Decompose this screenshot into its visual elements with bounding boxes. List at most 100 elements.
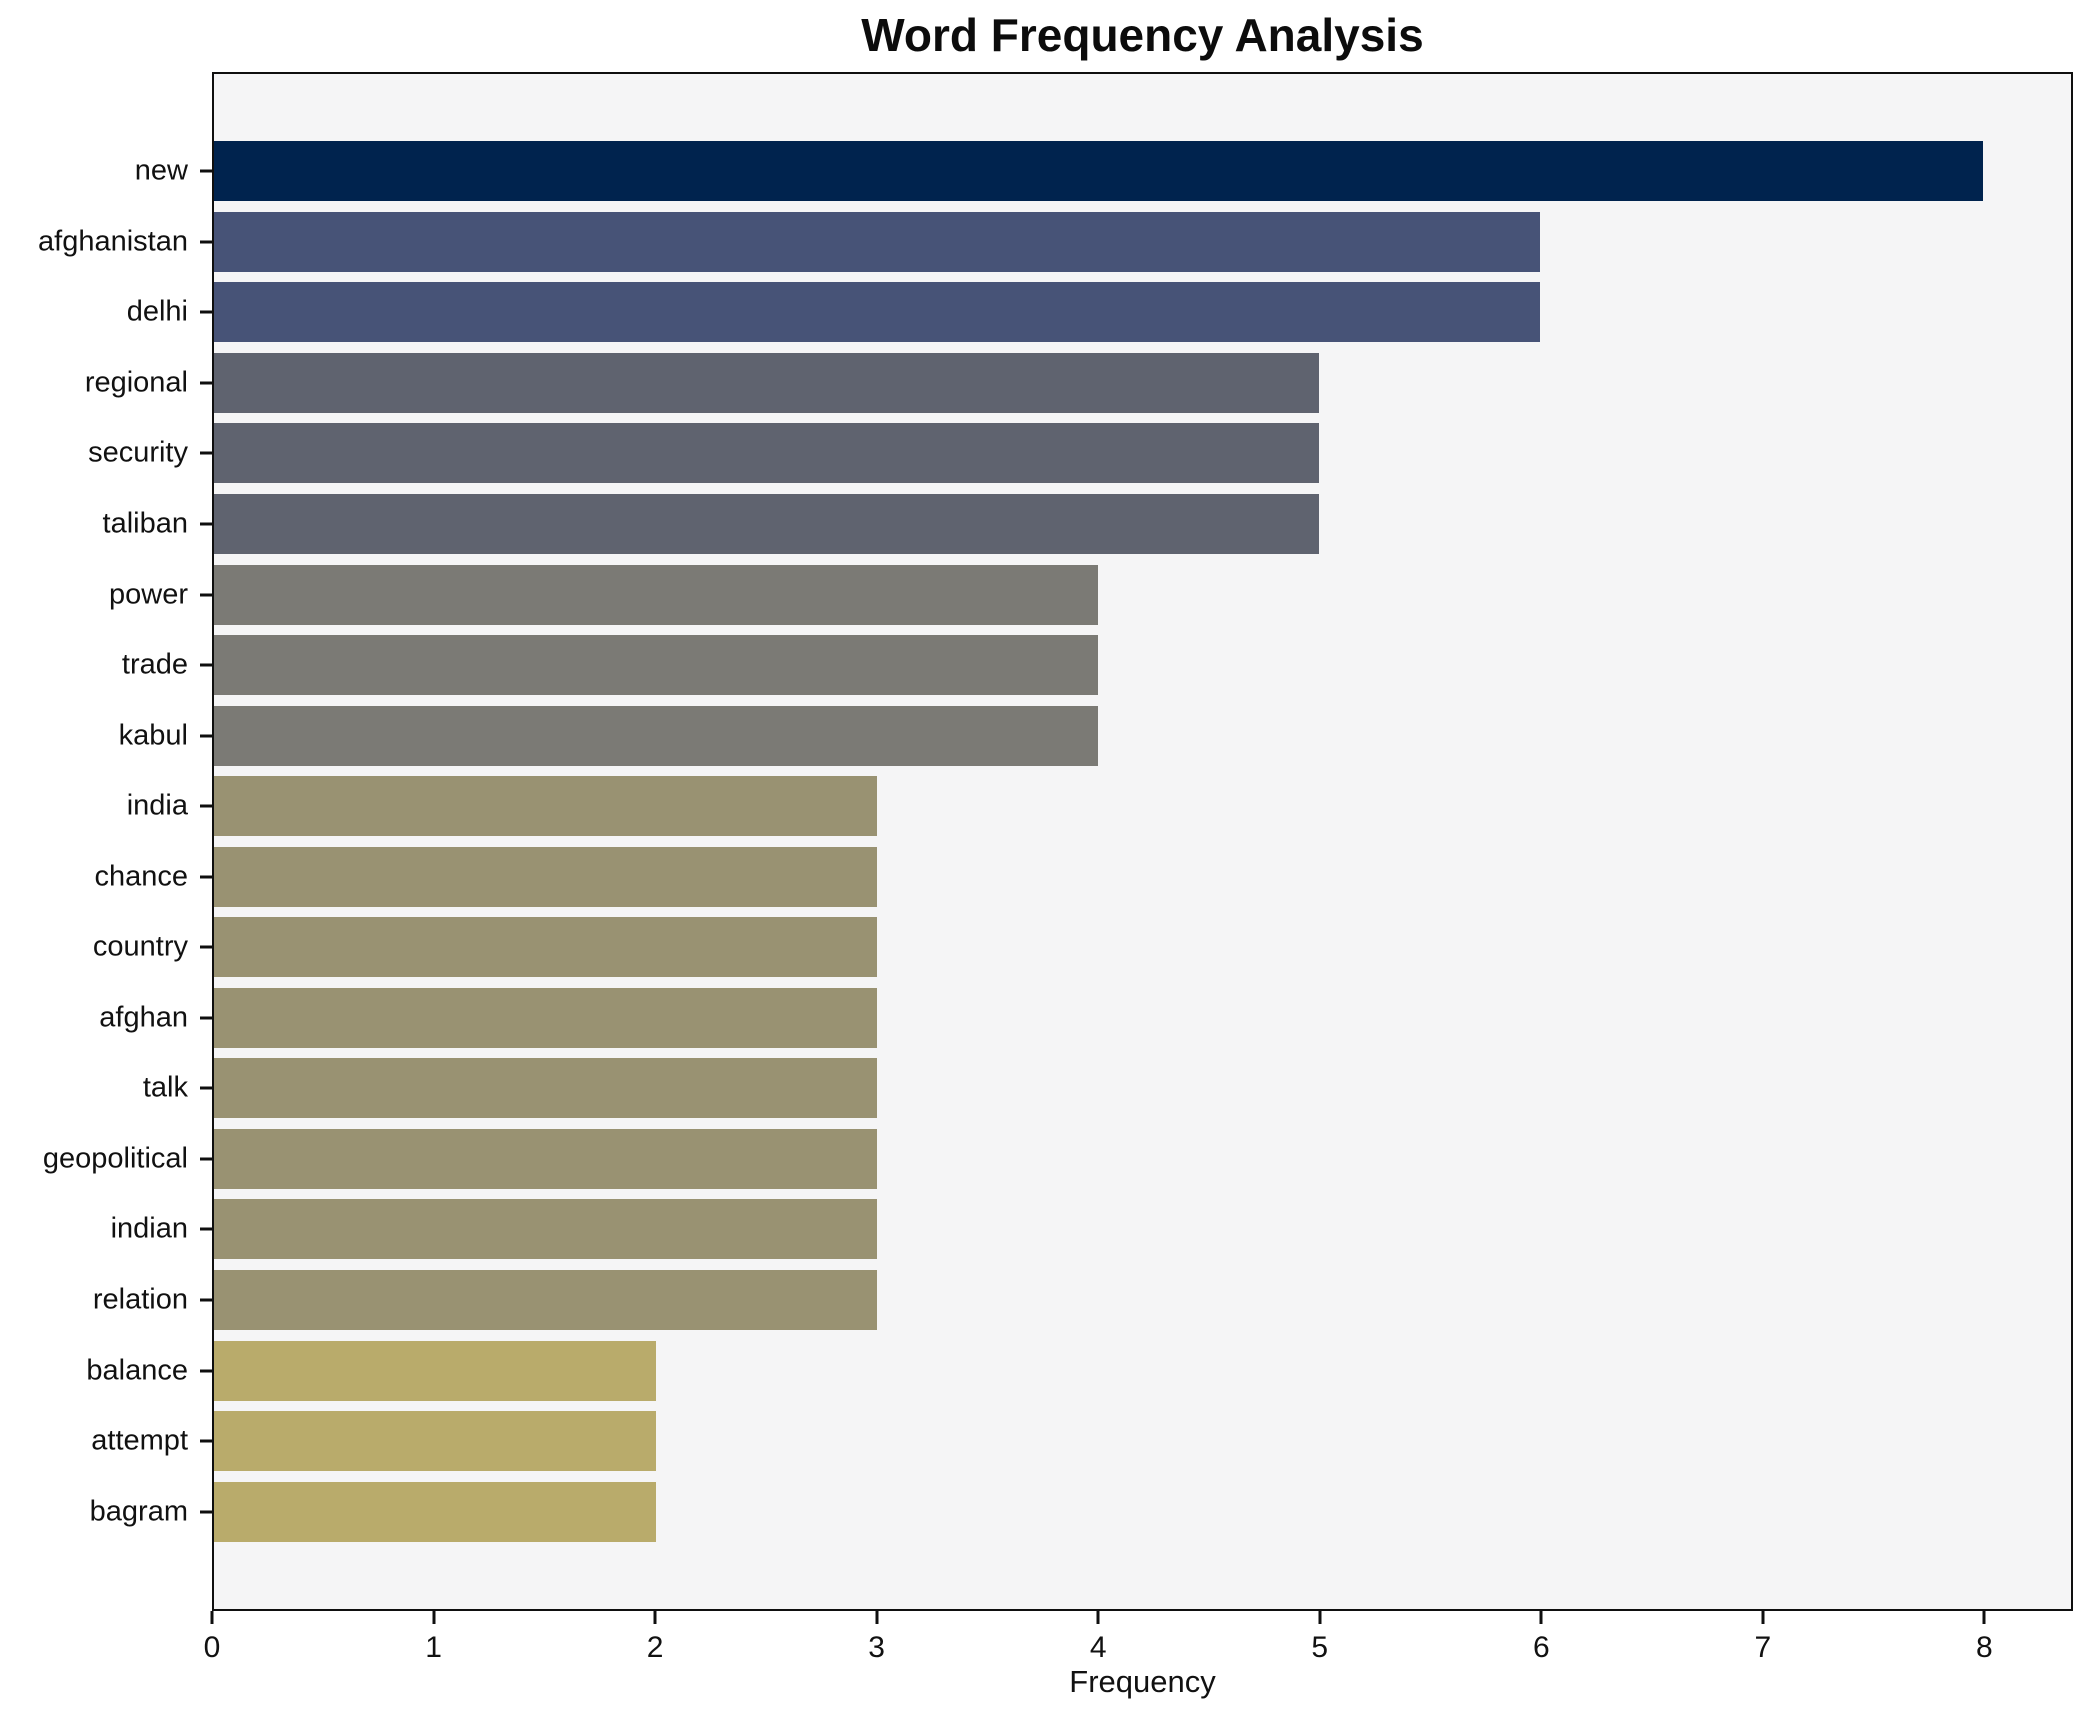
x-tick-mark — [1096, 1611, 1100, 1624]
y-tick-mark — [200, 1439, 214, 1443]
y-tick-mark — [200, 1298, 214, 1302]
y-tick-mark — [200, 1086, 214, 1090]
frequency-bar — [214, 1340, 657, 1401]
x-tick-mark — [1318, 1611, 1322, 1624]
y-axis-label: regional — [84, 366, 188, 399]
y-axis-label: afghanistan — [38, 225, 188, 258]
y-tick-mark — [200, 1157, 214, 1161]
bar-row: country — [93, 912, 2071, 983]
bar-row: new — [135, 136, 2071, 207]
plot-area: new afghanistan delhi regional security … — [38, 72, 2073, 1611]
y-axis-label: taliban — [102, 507, 188, 540]
bars-area: new afghanistan delhi regional security … — [38, 74, 2071, 1609]
frequency-bar — [214, 1058, 878, 1119]
bar-row: security — [88, 418, 2071, 489]
y-axis-label: afghan — [99, 1001, 188, 1034]
x-tick-label: 8 — [1976, 1631, 1993, 1664]
frequency-bar — [214, 211, 1541, 272]
y-axis-label: attempt — [91, 1424, 188, 1457]
x-tick-mark — [653, 1611, 657, 1624]
frequency-bar — [214, 1128, 878, 1189]
y-axis-label: country — [92, 930, 188, 963]
bar-row: delhi — [127, 277, 2071, 348]
x-tick-label: 3 — [868, 1631, 885, 1664]
y-axis-label: balance — [86, 1354, 188, 1387]
frequency-bar — [214, 1199, 878, 1260]
x-tick-label: 6 — [1532, 1631, 1550, 1664]
y-axis-label: talk — [142, 1071, 188, 1104]
x-tick-mark — [210, 1611, 214, 1624]
x-tick-label: 2 — [646, 1631, 664, 1664]
bar-row: afghan — [99, 983, 2071, 1054]
frequency-bar — [214, 1481, 657, 1542]
y-tick-mark — [200, 945, 214, 949]
frequency-bar — [214, 635, 1099, 696]
frequency-bar — [214, 352, 1320, 413]
frequency-bar — [214, 1411, 657, 1472]
bar-row: talk — [143, 1053, 2071, 1124]
y-tick-mark — [200, 1016, 214, 1020]
bar-row: afghanistan — [38, 207, 2071, 278]
y-tick-mark — [200, 875, 214, 879]
y-tick-mark — [200, 734, 214, 738]
x-tick-label: 1 — [425, 1631, 442, 1664]
frequency-bar — [214, 141, 1983, 202]
x-tick-label: 4 — [1089, 1631, 1107, 1664]
x-tick-label: 7 — [1754, 1631, 1772, 1664]
y-tick-mark — [200, 240, 214, 244]
x-tick-label: 5 — [1311, 1631, 1329, 1664]
y-axis-label: indian — [110, 1212, 188, 1245]
frequency-bar — [214, 564, 1099, 625]
chart-title: Word Frequency Analysis — [861, 9, 1424, 61]
y-tick-mark — [200, 1227, 214, 1231]
bar-row: kabul — [119, 700, 2071, 771]
y-axis-label: chance — [94, 860, 188, 893]
bar-row: balance — [86, 1335, 2071, 1406]
x-axis: 0 1 2 3 4 5 6 7 8 — [204, 1611, 2073, 1681]
frequency-bar — [214, 846, 878, 907]
y-axis-label: security — [88, 436, 188, 469]
frequency-bar — [214, 282, 1541, 343]
bar-row: trade — [122, 630, 2071, 701]
bar-row: indian — [111, 1194, 2071, 1265]
x-axis-title: Frequency — [1069, 1664, 1216, 1699]
y-axis-label: power — [109, 578, 188, 611]
frequency-bar — [214, 423, 1320, 484]
y-tick-mark — [200, 1369, 214, 1373]
y-axis-label: new — [134, 154, 188, 187]
frequency-bar — [214, 1270, 878, 1331]
y-tick-mark — [200, 663, 214, 667]
y-axis-label: geopolitical — [42, 1142, 188, 1175]
bar-row: power — [109, 559, 2071, 630]
x-tick-mark — [432, 1611, 436, 1624]
frequency-bar — [214, 494, 1320, 554]
x-tick-label: 0 — [203, 1631, 221, 1664]
bar-row: bagram — [90, 1476, 2071, 1547]
y-tick-mark — [200, 381, 214, 385]
frequency-bar — [214, 987, 878, 1048]
x-tick-mark — [875, 1611, 879, 1624]
y-tick-mark — [200, 169, 214, 173]
bar-row: chance — [94, 841, 2071, 912]
bar-row: taliban — [103, 489, 2071, 560]
bar-row: india — [127, 771, 2071, 842]
frequency-bar — [214, 917, 878, 978]
x-tick-mark — [1539, 1611, 1543, 1624]
y-tick-mark — [200, 1510, 214, 1514]
bar-row: regional — [85, 348, 2071, 419]
y-axis-label: india — [126, 789, 188, 822]
frequency-bar — [214, 776, 878, 837]
y-tick-mark — [200, 522, 214, 526]
bar-row: attempt — [91, 1406, 2071, 1477]
x-tick-mark — [1982, 1611, 1986, 1624]
y-tick-mark — [200, 451, 214, 455]
y-axis-label: delhi — [126, 295, 188, 328]
y-tick-mark — [200, 310, 214, 314]
y-tick-mark — [200, 593, 214, 597]
y-axis-label: bagram — [89, 1495, 188, 1528]
x-tick-mark — [1761, 1611, 1765, 1624]
frequency-bar — [214, 705, 1099, 766]
bar-row: geopolitical — [43, 1124, 2071, 1195]
bar-row: relation — [93, 1265, 2071, 1336]
